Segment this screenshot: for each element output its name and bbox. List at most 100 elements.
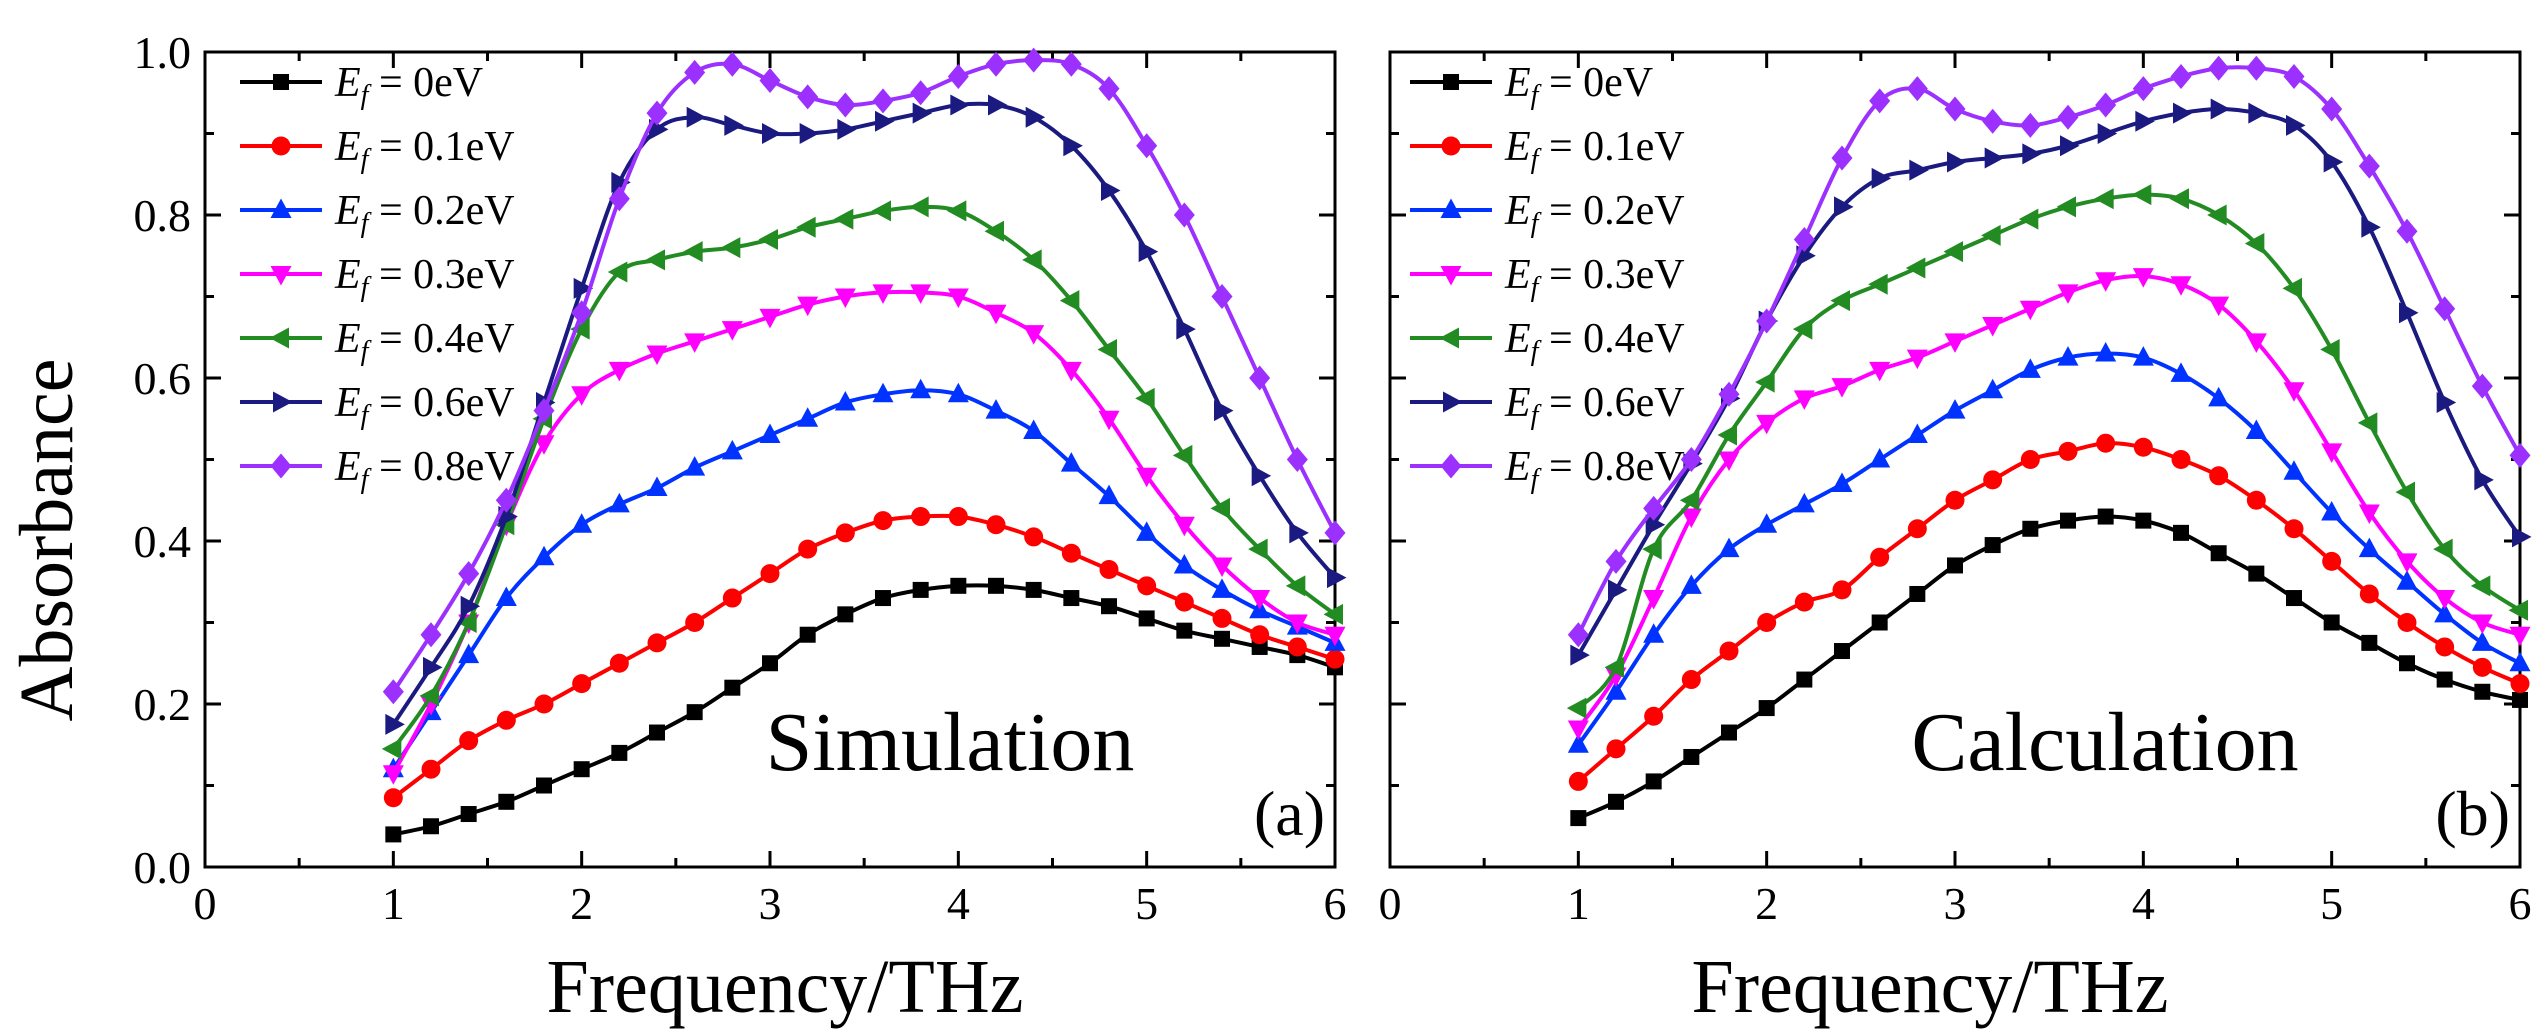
data-point <box>2210 545 2227 562</box>
data-point <box>2508 599 2528 621</box>
data-point <box>1756 308 1778 334</box>
data-point <box>1944 399 1966 419</box>
data-point <box>533 398 555 424</box>
data-point <box>2399 655 2415 672</box>
data-point <box>1680 508 1702 529</box>
data-point <box>1645 773 1662 790</box>
data-point <box>382 765 404 785</box>
data-point <box>1212 608 1232 628</box>
data-point <box>1060 361 1082 382</box>
data-point <box>1023 419 1045 439</box>
data-point <box>684 456 706 476</box>
data-point <box>1906 76 1928 102</box>
data-point <box>1211 578 1233 598</box>
data-point <box>910 80 932 106</box>
data-point <box>1981 224 2001 246</box>
data-point <box>834 92 856 118</box>
data-point <box>947 63 969 89</box>
data-point <box>382 679 404 705</box>
data-point <box>1214 400 1234 422</box>
data-point <box>2435 637 2455 657</box>
data-point <box>419 685 439 707</box>
panel-annotation: Calculation <box>1911 696 2298 789</box>
data-point <box>947 288 969 308</box>
data-point <box>1982 317 2004 337</box>
legend-label: Ef = 0.3eV <box>334 252 515 303</box>
data-point <box>1871 167 1892 189</box>
data-point <box>1721 724 1737 741</box>
y-tick-label: 0.2 <box>134 679 192 730</box>
series-E-f-0.6eV <box>385 94 1347 735</box>
data-point <box>984 220 1004 242</box>
data-point <box>1285 575 1306 597</box>
data-point <box>571 300 593 326</box>
data-point <box>2396 570 2418 590</box>
data-point <box>947 382 969 403</box>
data-point <box>683 241 703 263</box>
data-point <box>1834 196 1854 218</box>
data-point <box>2358 537 2380 558</box>
data-point <box>1063 135 1083 157</box>
data-point <box>724 114 744 136</box>
data-point <box>646 345 668 366</box>
data-point <box>2208 386 2230 407</box>
data-point <box>1324 520 1346 546</box>
data-point <box>609 653 629 673</box>
data-point <box>385 826 402 843</box>
data-point <box>1943 241 1963 263</box>
data-point <box>910 378 932 399</box>
data-point <box>797 407 819 427</box>
data-point <box>1909 159 1929 181</box>
data-point <box>1136 521 1158 541</box>
data-point <box>1644 706 1664 726</box>
data-point <box>1568 771 1588 791</box>
data-point <box>2436 671 2453 688</box>
data-point <box>2207 204 2227 226</box>
data-point <box>1173 553 1195 574</box>
data-point <box>1287 637 1307 657</box>
data-point <box>1251 465 1272 487</box>
series-E-f-0.1eV <box>383 507 1345 808</box>
legend-marker <box>1440 266 1462 286</box>
data-point <box>533 435 555 455</box>
data-point <box>2361 634 2378 651</box>
data-point <box>1831 472 1853 492</box>
data-point <box>873 511 893 531</box>
legend-label: Ef = 0.1eV <box>334 124 515 175</box>
data-point <box>572 674 592 694</box>
data-point <box>759 68 781 94</box>
data-point <box>1947 151 1967 173</box>
legend-marker <box>273 74 289 90</box>
data-point <box>2171 450 2191 469</box>
data-point <box>2131 184 2152 206</box>
data-point <box>1869 448 1891 468</box>
data-point <box>797 84 819 110</box>
data-point <box>647 633 667 653</box>
data-point <box>2057 284 2079 304</box>
data-point <box>2509 442 2531 468</box>
data-point <box>1831 378 1853 398</box>
data-point <box>1944 96 1966 122</box>
y-axis-title: Absorbance <box>5 359 89 722</box>
data-point <box>721 51 743 77</box>
data-point <box>1211 557 1233 577</box>
data-point <box>1906 423 1928 444</box>
data-point <box>2020 450 2040 469</box>
x-tick-label: 4 <box>2132 878 2155 929</box>
data-point <box>1025 581 1042 598</box>
data-point <box>458 561 480 587</box>
data-point <box>1718 537 1740 558</box>
data-point <box>2434 590 2456 610</box>
data-point <box>2323 151 2344 173</box>
x-tick-label: 3 <box>1944 878 1967 929</box>
data-point <box>759 308 781 329</box>
data-point <box>1101 180 1121 202</box>
data-point <box>2173 102 2193 124</box>
data-point <box>608 492 630 513</box>
data-point <box>383 788 403 808</box>
data-point <box>2133 437 2153 457</box>
data-point <box>834 390 856 411</box>
data-point <box>797 296 819 317</box>
data-point <box>988 94 1008 116</box>
